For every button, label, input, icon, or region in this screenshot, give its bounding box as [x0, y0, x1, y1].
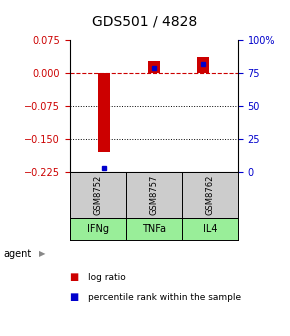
Text: IL4: IL4 [202, 224, 217, 234]
Text: log ratio: log ratio [88, 273, 126, 282]
Text: ▶: ▶ [39, 249, 46, 258]
Text: GSM8757: GSM8757 [149, 175, 158, 215]
Text: agent: agent [3, 249, 31, 259]
Bar [70, 172, 126, 218]
Text: ■: ■ [70, 272, 79, 282]
Bar [70, 218, 126, 240]
Bar [197, 56, 209, 73]
Text: percentile rank within the sample: percentile rank within the sample [88, 293, 242, 302]
Text: TNFa: TNFa [142, 224, 166, 234]
Text: IFNg: IFNg [87, 224, 109, 234]
Text: GSM8762: GSM8762 [205, 175, 214, 215]
Text: GSM8752: GSM8752 [93, 175, 102, 215]
Bar [98, 73, 110, 152]
Bar [182, 218, 238, 240]
Bar [182, 172, 238, 218]
Bar [126, 172, 182, 218]
Text: GDS501 / 4828: GDS501 / 4828 [93, 14, 197, 29]
Text: ■: ■ [70, 292, 79, 302]
Bar [126, 218, 182, 240]
Bar [148, 61, 160, 73]
